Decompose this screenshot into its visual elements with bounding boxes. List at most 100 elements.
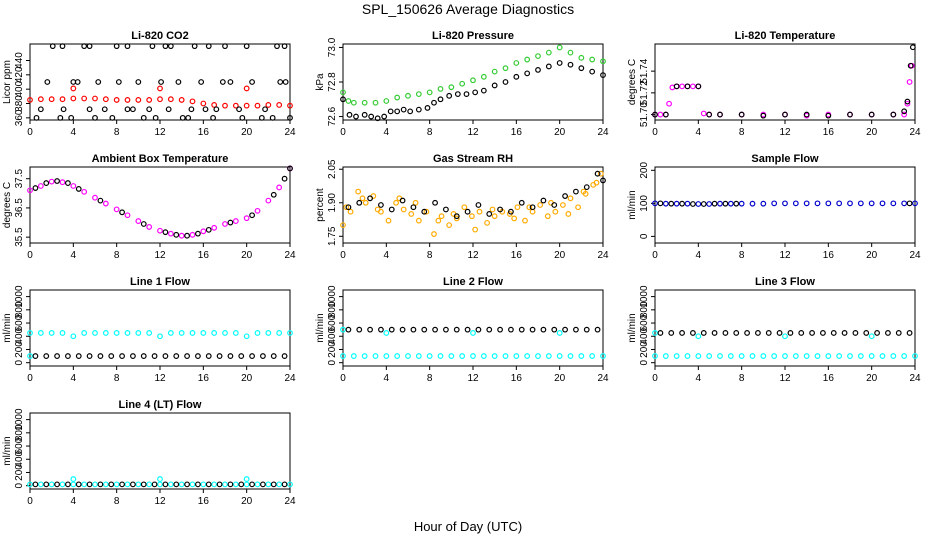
- data-point: [184, 353, 190, 359]
- data-point: [841, 330, 848, 336]
- data-point: [480, 87, 487, 94]
- data-point: [216, 353, 223, 359]
- y-tick-label: 380: [14, 95, 25, 112]
- data-point: [260, 481, 266, 488]
- data-point: [529, 326, 536, 333]
- data-point: [109, 114, 116, 121]
- data-point: [282, 79, 289, 85]
- data-point: [32, 353, 39, 359]
- data-point: [227, 79, 234, 85]
- data-series-1: [340, 60, 606, 122]
- data-point: [847, 353, 853, 359]
- data-point: [265, 330, 272, 336]
- x-tick-label: 20: [241, 373, 253, 384]
- data-point: [469, 213, 475, 220]
- x-tick-label: 12: [154, 250, 166, 261]
- data-point: [276, 481, 283, 488]
- data-point: [43, 353, 50, 359]
- data-point: [437, 96, 444, 103]
- data-point: [652, 200, 658, 207]
- data-point: [359, 195, 366, 202]
- data-point: [157, 476, 163, 482]
- data-point: [86, 106, 93, 113]
- data-point: [556, 44, 563, 51]
- data-point: [59, 43, 66, 50]
- data-point: [556, 60, 563, 66]
- data-point: [526, 204, 533, 211]
- data-point: [431, 99, 437, 106]
- data-point: [522, 217, 528, 224]
- data-point: [287, 102, 293, 109]
- data-point: [92, 114, 98, 121]
- data-point: [489, 206, 496, 213]
- x-tick-label: 12: [779, 250, 791, 261]
- y-tick-label: 37.5: [14, 169, 25, 189]
- data-point: [448, 353, 455, 359]
- data-point: [594, 326, 601, 333]
- panel-title: Line 4 (LT) Flow: [119, 399, 202, 411]
- data-point: [167, 96, 174, 103]
- data-point: [175, 79, 182, 85]
- y-tick-label: 800: [639, 301, 650, 318]
- data-point: [410, 326, 417, 333]
- data-point: [537, 202, 544, 208]
- y-tick-label: 600: [639, 314, 650, 331]
- x-tick-label: 4: [384, 127, 390, 138]
- data-point: [437, 86, 444, 92]
- data-point: [461, 204, 468, 211]
- data-point: [912, 353, 918, 359]
- data-point: [281, 43, 288, 50]
- data-point: [502, 65, 509, 72]
- data-point: [562, 193, 568, 199]
- data-point: [405, 353, 411, 359]
- data-point: [262, 106, 268, 113]
- data-point: [124, 212, 131, 219]
- data-point: [75, 186, 82, 192]
- data-point: [368, 113, 375, 120]
- y-tick-label: 1000: [327, 285, 338, 308]
- y-tick-label: 2.05: [327, 159, 338, 179]
- data-point: [540, 326, 547, 333]
- x-tick-label: 0: [340, 250, 346, 261]
- data-point: [202, 106, 209, 113]
- x-tick-label: 16: [823, 373, 835, 384]
- data-point: [243, 102, 250, 109]
- data-point: [387, 108, 394, 115]
- data-point: [426, 353, 433, 359]
- data-series-2: [32, 353, 288, 359]
- data-point: [115, 79, 122, 85]
- data-point: [446, 222, 453, 229]
- data-point: [353, 113, 359, 120]
- data-series-3: [44, 79, 289, 85]
- data-point: [814, 353, 821, 359]
- data-point: [480, 73, 487, 80]
- data-point: [249, 481, 255, 488]
- data-point: [113, 206, 120, 213]
- data-point: [48, 178, 55, 185]
- data-point: [529, 204, 536, 211]
- data-point: [367, 195, 373, 202]
- x-tick-label: 4: [384, 250, 390, 261]
- data-point: [287, 165, 293, 172]
- x-tick-label: 0: [27, 250, 33, 261]
- data-point: [346, 111, 353, 118]
- data-point: [162, 229, 169, 236]
- y-tick-label: 200: [327, 341, 338, 358]
- data-point: [270, 191, 277, 198]
- data-point: [75, 353, 82, 359]
- data-point: [600, 58, 606, 65]
- data-point: [535, 67, 541, 73]
- data-point: [738, 353, 745, 359]
- data-point: [453, 215, 460, 222]
- data-point: [792, 200, 799, 207]
- data-point: [383, 330, 390, 336]
- data-point: [191, 43, 198, 50]
- data-point: [361, 353, 368, 359]
- y-tick-label: 1.75: [327, 226, 338, 246]
- panel-title: Li-820 CO2: [131, 30, 188, 42]
- data-point: [600, 177, 606, 184]
- data-point: [260, 353, 266, 359]
- data-point: [399, 326, 406, 333]
- data-point: [868, 333, 875, 340]
